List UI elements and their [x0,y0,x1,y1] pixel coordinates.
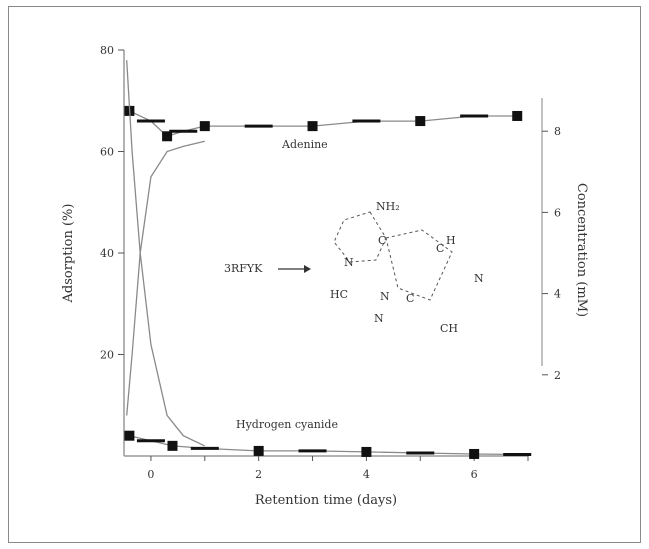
data-point [361,446,372,457]
annotation-layer: Adenine Hydrogen cyanide 3RFYK NH₂ C N HC N C C N C… [224,138,484,431]
structure-atom: N [344,256,354,269]
series-line [126,60,206,447]
data-point [253,445,264,456]
annotation-arrowhead [304,265,311,273]
y2-tick-label: 6 [554,206,561,219]
x-tick-label: 4 [363,468,370,481]
data-point [162,131,173,142]
annotation-adenine: Adenine [281,138,328,151]
y-tick-label: 40 [100,247,114,260]
y-axis-title: Adsorption (%) [61,204,76,304]
data-point [415,116,426,127]
series-line [126,140,205,416]
y2-tick-label: 2 [554,369,561,382]
x-axis-title: Retention time (days) [255,493,397,508]
series-line [129,435,518,456]
x-tick-label: 0 [147,468,154,481]
y2-axis-title: Concentration (mM) [574,183,589,317]
structure-atom: H [446,234,456,247]
y2-tick-label: 4 [554,288,561,301]
structure-atom: HC [330,288,348,301]
structure-atom: NH₂ [376,200,400,213]
annotation-mid: 3RFYK [224,262,263,275]
data-point [512,110,523,121]
structure-atom: C [436,242,444,255]
structure-atom: N [474,272,484,285]
series-layer [124,60,532,459]
annotation-hcn: Hydrogen cyanide [236,418,338,431]
y-tick-label: 60 [100,146,114,159]
structure-atom: C [406,292,414,305]
y2-tick-label: 8 [554,125,561,138]
data-point [199,121,210,132]
y-tick-label: 80 [100,44,114,57]
y-tick-label: 20 [100,349,114,362]
structure-atom: N [374,312,384,325]
structure-atom: N [380,290,390,303]
data-point [167,440,178,451]
x-tick-label: 6 [471,468,478,481]
data-point [307,121,318,132]
structure-atom: C [378,234,386,247]
structure-atom: CH [440,322,458,335]
structure-ring [385,229,453,301]
chart-frame [8,6,641,543]
data-point [469,448,480,459]
data-point [124,430,135,441]
x-tick-label: 2 [255,468,262,481]
